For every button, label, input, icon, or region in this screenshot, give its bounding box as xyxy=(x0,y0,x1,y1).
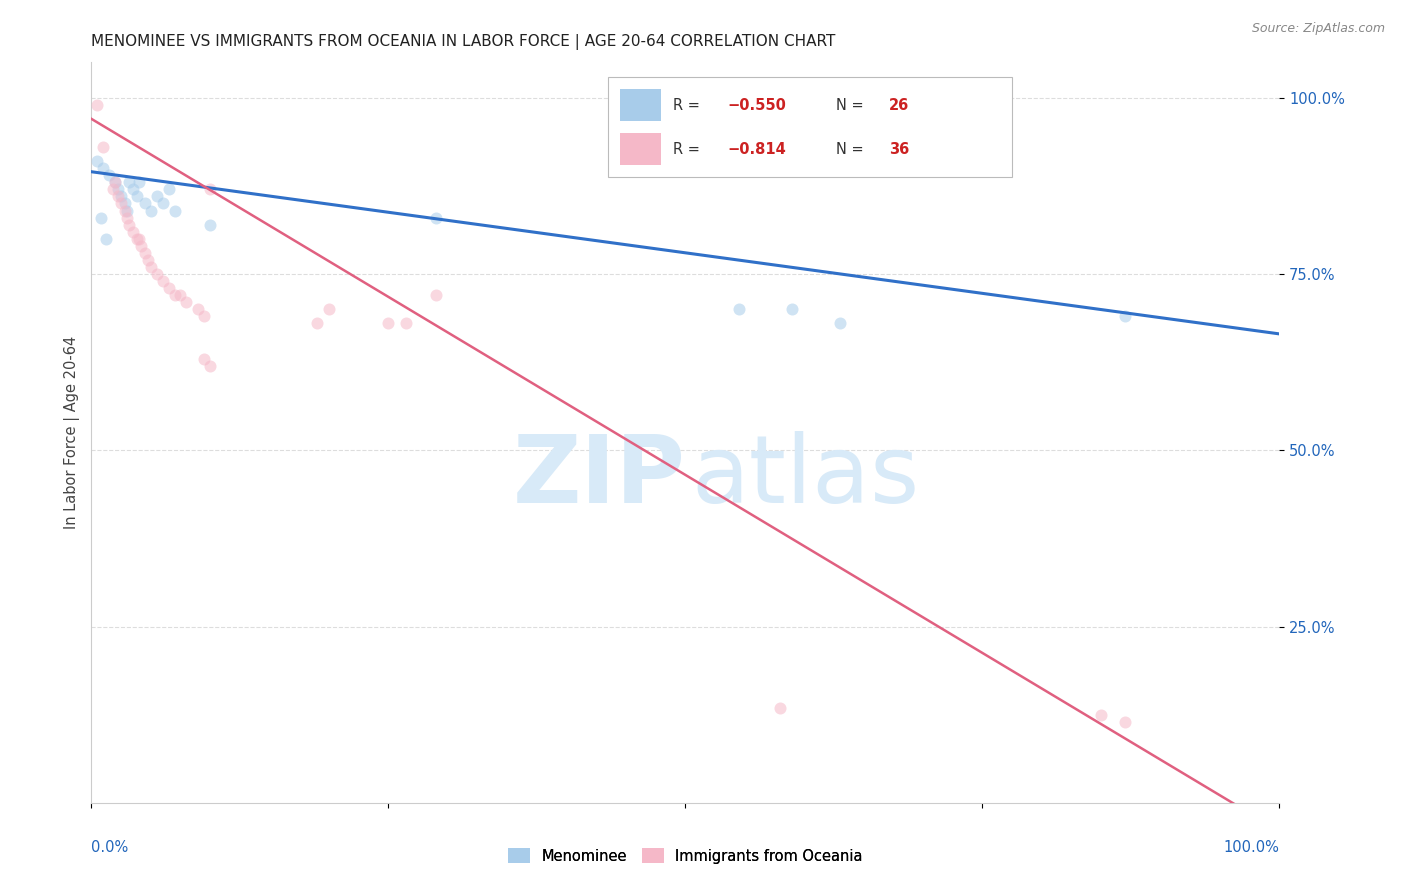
Point xyxy=(139,203,162,218)
Text: MENOMINEE VS IMMIGRANTS FROM OCEANIA IN LABOR FORCE | AGE 20-64 CORRELATION CHAR: MENOMINEE VS IMMIGRANTS FROM OCEANIA IN … xyxy=(91,34,835,50)
Point xyxy=(828,316,851,330)
Text: atlas: atlas xyxy=(692,431,920,523)
Point xyxy=(122,225,145,239)
Point xyxy=(163,203,186,218)
Point xyxy=(193,351,215,366)
Point xyxy=(125,232,148,246)
Legend: Menominee, Immigrants from Oceania: Menominee, Immigrants from Oceania xyxy=(502,842,869,870)
Point xyxy=(318,302,340,317)
Point xyxy=(104,175,127,189)
Point xyxy=(114,196,136,211)
Point xyxy=(176,295,198,310)
Point xyxy=(307,316,329,330)
Point xyxy=(115,211,138,225)
Point xyxy=(118,218,141,232)
Y-axis label: In Labor Force | Age 20-64: In Labor Force | Age 20-64 xyxy=(65,336,80,529)
Point xyxy=(200,218,222,232)
Point xyxy=(107,189,129,203)
Point xyxy=(145,267,167,281)
Point xyxy=(128,175,150,189)
Point xyxy=(90,211,112,225)
Point xyxy=(110,189,132,203)
Point xyxy=(110,196,132,211)
Point xyxy=(425,288,447,302)
Point xyxy=(200,182,222,196)
Point xyxy=(169,288,191,302)
Text: ZIP: ZIP xyxy=(513,431,685,523)
Point xyxy=(425,211,447,225)
Point xyxy=(98,168,121,182)
Point xyxy=(134,196,156,211)
Point xyxy=(163,288,186,302)
Point xyxy=(138,252,160,267)
Point xyxy=(94,232,117,246)
Point xyxy=(769,700,792,714)
Point xyxy=(107,182,129,196)
Point xyxy=(377,316,399,330)
Point xyxy=(157,281,180,295)
Point xyxy=(728,302,751,317)
Point xyxy=(86,97,108,112)
Point xyxy=(118,175,141,189)
Point xyxy=(1114,714,1136,729)
Point xyxy=(115,203,138,218)
Point xyxy=(134,245,156,260)
Point xyxy=(125,189,148,203)
Point xyxy=(91,161,114,176)
Point xyxy=(91,140,114,154)
Point xyxy=(187,302,209,317)
Point xyxy=(86,154,108,169)
Point xyxy=(152,196,174,211)
Point xyxy=(782,302,804,317)
Point xyxy=(122,182,145,196)
Point xyxy=(395,316,418,330)
Point xyxy=(145,189,167,203)
Point xyxy=(1114,310,1136,324)
Point xyxy=(193,310,215,324)
Point xyxy=(139,260,162,274)
Point xyxy=(128,232,150,246)
Point xyxy=(104,175,127,189)
Text: 100.0%: 100.0% xyxy=(1223,840,1279,855)
Text: 0.0%: 0.0% xyxy=(91,840,128,855)
Point xyxy=(114,203,136,218)
Text: Source: ZipAtlas.com: Source: ZipAtlas.com xyxy=(1251,22,1385,36)
Point xyxy=(101,182,124,196)
Point xyxy=(157,182,180,196)
Point xyxy=(152,274,174,288)
Point xyxy=(200,359,222,373)
Point xyxy=(129,239,152,253)
Point xyxy=(1090,707,1112,722)
